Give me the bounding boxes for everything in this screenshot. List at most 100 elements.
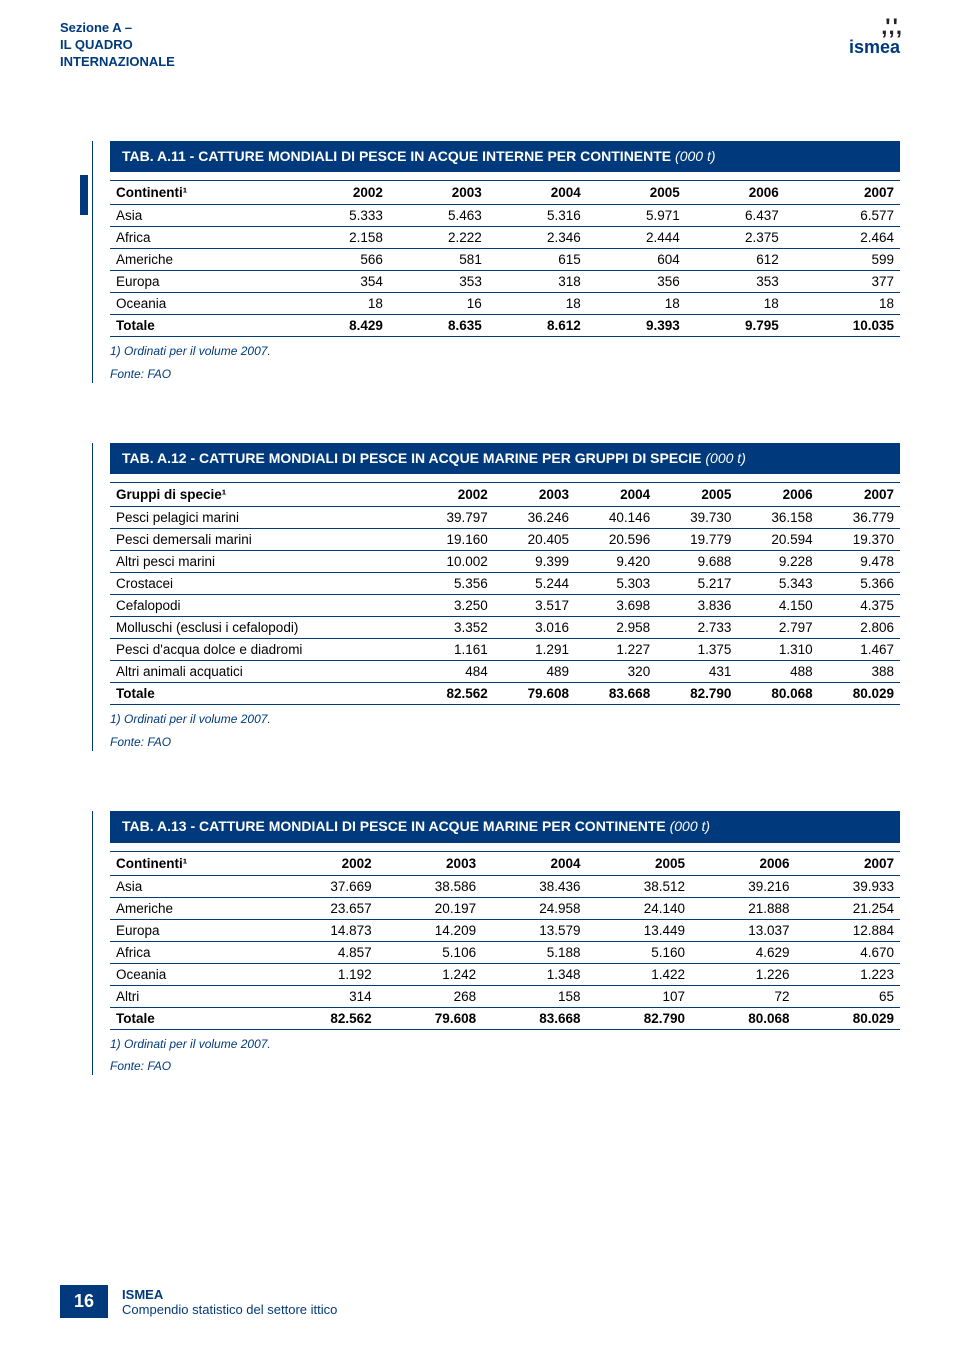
table-cell: 72 [691,985,795,1007]
table-cell: 5.343 [737,573,818,595]
table-row: Crostacei5.3565.2445.3035.2175.3435.366 [110,573,900,595]
table-unit: (000 t) [675,148,715,164]
table-cell: 1.310 [737,639,818,661]
table-cell: 38.436 [482,875,586,897]
row-label: Altri animali acquatici [110,661,413,683]
table-cell: 2.346 [488,227,587,249]
table-cell: 1.291 [494,639,575,661]
table-cell: 9.688 [656,551,737,573]
table-cell: 268 [378,985,482,1007]
row-label: Oceania [110,963,273,985]
table-cell: 39.216 [691,875,795,897]
table-cell: 2.806 [819,617,900,639]
table-cell: 21.888 [691,897,795,919]
total-cell: 80.068 [737,683,818,705]
column-header: 2005 [656,483,737,507]
table-cell: 13.037 [691,919,795,941]
total-label: Totale [110,683,413,705]
left-rule [92,141,93,383]
table-cell: 39.730 [656,507,737,529]
table-cell: 1.242 [378,963,482,985]
table-cell: 36.158 [737,507,818,529]
table-row: Pesci demersali marini19.16020.40520.596… [110,529,900,551]
table-cell: 6.437 [686,205,785,227]
section-line-2: IL QUADRO [60,37,175,54]
table-cell: 9.420 [575,551,656,573]
table-cell: 38.512 [587,875,691,897]
table-cell: 5.188 [482,941,586,963]
total-cell: 8.635 [389,315,488,337]
row-label: Asia [110,205,290,227]
table-unit: (000 t) [670,818,710,834]
total-cell: 83.668 [482,1007,586,1029]
table-row: Pesci d'acqua dolce e diadromi1.1611.291… [110,639,900,661]
table-cell: 2.158 [290,227,389,249]
row-label: Altri pesci marini [110,551,413,573]
table-cell: 615 [488,249,587,271]
row-label: Oceania [110,293,290,315]
table-cell: 37.669 [273,875,377,897]
table-cell: 107 [587,985,691,1007]
table-cell: 314 [273,985,377,1007]
column-header: 2002 [413,483,494,507]
row-label: Europa [110,919,273,941]
table-cell: 24.140 [587,897,691,919]
table-cell: 14.873 [273,919,377,941]
table-cell: 5.333 [290,205,389,227]
table-cell: 19.160 [413,529,494,551]
column-header: 2005 [587,181,686,205]
table-cell: 5.106 [378,941,482,963]
table-cell: 158 [482,985,586,1007]
table-row: Cefalopodi3.2503.5173.6983.8364.1504.375 [110,595,900,617]
table-cell: 3.352 [413,617,494,639]
logo-mark-icon: ,',', [849,20,900,33]
table-row: Molluschi (esclusi i cefalopodi)3.3523.0… [110,617,900,639]
page-number: 16 [60,1285,108,1318]
table-title: TAB. A.11 - CATTURE MONDIALI DI PESCE IN… [110,141,900,173]
footer-text: ISMEA Compendio statistico del settore i… [122,1287,337,1317]
section-line-3: INTERNAZIONALE [60,54,175,71]
table-cell: 1.227 [575,639,656,661]
table-row: Altri animali acquatici48448932043148838… [110,661,900,683]
total-cell: 8.429 [290,315,389,337]
footnote-ordering: 1) Ordinati per il volume 2007. [110,711,900,728]
table-cell: 38.586 [378,875,482,897]
table-header-row: Gruppi di specie¹20022003200420052006200… [110,483,900,507]
table-cell: 353 [389,271,488,293]
total-cell: 8.612 [488,315,587,337]
column-header: 2006 [737,483,818,507]
table-cell: 2.464 [785,227,900,249]
row-label: Altri [110,985,273,1007]
table-cell: 356 [587,271,686,293]
total-cell: 80.029 [819,683,900,705]
row-header-label: Gruppi di specie¹ [110,483,413,507]
column-header: 2007 [819,483,900,507]
table-cell: 5.244 [494,573,575,595]
table-cell: 5.303 [575,573,656,595]
table-cell: 1.192 [273,963,377,985]
table-cell: 5.366 [819,573,900,595]
table-cell: 5.463 [389,205,488,227]
row-label: Cefalopodi [110,595,413,617]
column-header: 2003 [389,181,488,205]
table-cell: 10.002 [413,551,494,573]
table-cell: 1.375 [656,639,737,661]
table-cell: 6.577 [785,205,900,227]
table-row: Pesci pelagici marini39.79736.24640.1463… [110,507,900,529]
table-total-row: Totale82.56279.60883.66882.79080.06880.0… [110,683,900,705]
table-cell: 3.517 [494,595,575,617]
table-cell: 5.217 [656,573,737,595]
table-cell: 65 [796,985,901,1007]
table-cell: 1.467 [819,639,900,661]
table-title: TAB. A.13 - CATTURE MONDIALI DI PESCE IN… [110,811,900,843]
table-cell: 18 [290,293,389,315]
footnote-ordering: 1) Ordinati per il volume 2007. [110,1036,900,1053]
table-cell: 599 [785,249,900,271]
row-label: Africa [110,227,290,249]
ismea-logo: ,',', ismea [849,20,900,58]
table-cell: 18 [587,293,686,315]
footnote-source: Fonte: FAO [110,1058,900,1075]
row-label: Europa [110,271,290,293]
table-cell: 3.698 [575,595,656,617]
table-cell: 3.836 [656,595,737,617]
